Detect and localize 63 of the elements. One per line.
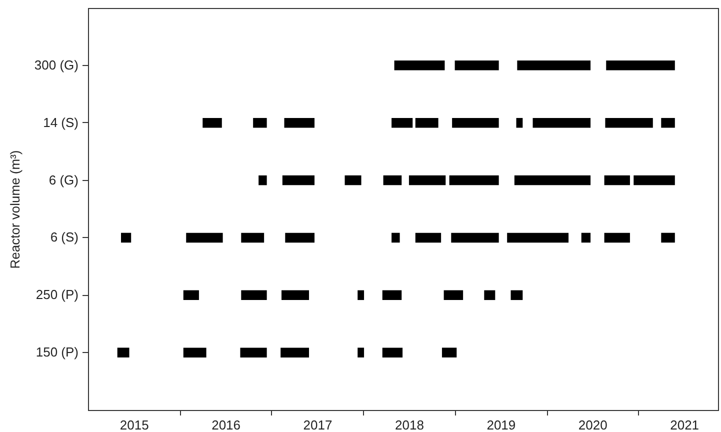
bar <box>517 60 591 70</box>
bar <box>661 118 675 128</box>
bar <box>604 232 630 243</box>
bar <box>661 232 675 243</box>
bar <box>382 290 402 300</box>
bar <box>454 60 499 70</box>
bar <box>392 232 400 243</box>
bar <box>507 232 569 243</box>
bar <box>241 232 264 243</box>
bar <box>240 348 267 358</box>
bar <box>394 60 445 70</box>
bar <box>415 232 442 243</box>
bar <box>634 175 675 186</box>
bar <box>510 290 523 300</box>
bar <box>604 175 630 186</box>
y-tick-label: 6 (G) <box>48 172 78 188</box>
bar <box>183 290 199 300</box>
bar <box>258 175 267 186</box>
bar <box>452 118 499 128</box>
x-tick-label: 2015 <box>120 418 149 432</box>
bar <box>449 175 499 186</box>
bar <box>581 232 591 243</box>
bar <box>282 175 315 186</box>
x-tick-label: 2018 <box>395 418 424 432</box>
bar <box>382 348 403 358</box>
y-tick-label: 250 (P) <box>36 287 78 302</box>
bar <box>532 118 591 128</box>
y-tick-label: 6 (S) <box>50 230 78 245</box>
bar <box>253 118 267 128</box>
bar <box>451 232 499 243</box>
bar <box>606 60 675 70</box>
bar <box>344 175 362 186</box>
bar <box>358 348 364 358</box>
x-tick-label: 2017 <box>303 418 332 432</box>
bar <box>392 118 413 128</box>
bar <box>444 290 464 300</box>
bar <box>284 118 315 128</box>
y-tick-label: 150 (P) <box>36 344 78 360</box>
bar <box>117 348 130 358</box>
bar <box>605 118 653 128</box>
bar <box>202 118 222 128</box>
x-tick-label: 2020 <box>578 418 608 432</box>
x-tick-label: 2019 <box>486 418 516 432</box>
bar <box>408 175 446 186</box>
bar <box>383 175 402 186</box>
bar <box>186 232 223 243</box>
bar <box>183 348 206 358</box>
bar <box>121 232 132 243</box>
bar <box>516 118 523 128</box>
bar <box>442 348 457 358</box>
bar <box>514 175 591 186</box>
bar <box>285 232 315 243</box>
bar <box>241 290 267 300</box>
y-tick-label: 300 (G) <box>34 57 78 72</box>
bar <box>415 118 438 128</box>
bar <box>281 290 310 300</box>
y-axis-title: Reactor volume (m³) <box>7 150 22 269</box>
x-tick-label: 2021 <box>670 418 700 432</box>
y-tick-label: 14 (S) <box>43 114 78 130</box>
bar <box>358 290 364 300</box>
bar <box>484 290 496 300</box>
bar <box>280 348 310 358</box>
x-tick-label: 2016 <box>212 418 241 432</box>
